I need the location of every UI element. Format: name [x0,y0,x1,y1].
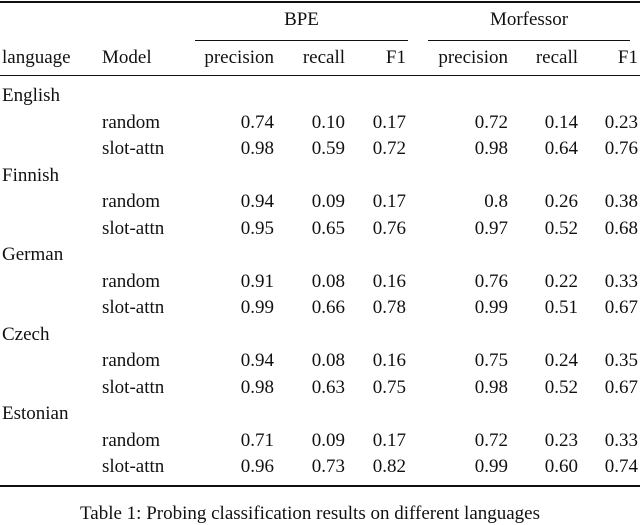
value-cell: 0.75 [372,376,406,398]
value-cell: 0.98 [474,138,508,159]
value-cell: 0.74 [240,111,274,133]
value-cell: 0.63 [311,376,345,398]
value-cell: 0.95 [240,217,274,239]
language-label: Czech [2,323,50,345]
model-cell: random [102,270,161,292]
value-cell: 0.60 [544,456,578,477]
value-cell: 0.24 [544,350,578,371]
model-cell: random [102,191,161,212]
model-cell: random [102,111,161,133]
column-header-precision: precision [204,47,274,68]
value-cell: 0.08 [311,350,345,371]
column-header-recall: recall [535,47,578,68]
value-cell: 0.72 [372,138,406,159]
value-cell: 0.72 [474,429,508,451]
value-cell: 0.52 [544,217,578,239]
language-label: German [2,244,64,265]
value-cell: 0.96 [240,456,274,477]
language-label: English [2,85,61,106]
value-cell: 0.99 [474,456,508,477]
model-cell: slot-attn [102,138,165,159]
group-header-bpe: BPE [284,9,319,30]
value-cell: 0.22 [544,270,578,292]
column-header-model: Model [102,47,152,68]
value-cell: 0.75 [474,350,508,371]
value-cell: 0.10 [311,111,345,133]
column-header-f1: F1 [617,47,638,68]
value-cell: 0.68 [604,217,638,239]
value-cell: 0.98 [240,376,274,398]
value-cell: 0.78 [372,297,406,318]
value-cell: 0.17 [372,429,406,451]
language-label: Estonian [2,403,69,424]
model-cell: slot-attn [102,297,165,318]
value-cell: 0.82 [372,456,406,477]
value-cell: 0.8 [484,191,508,212]
value-cell: 0.26 [544,191,578,212]
bottom-rule [0,485,640,487]
morfessor-cmidrule [428,40,630,41]
model-cell: random [102,350,161,371]
value-cell: 0.17 [372,191,406,212]
value-cell: 0.08 [311,270,345,292]
value-cell: 0.38 [604,191,638,212]
value-cell: 0.99 [474,297,508,318]
language-label: Finnish [2,164,60,186]
value-cell: 0.76 [372,217,406,239]
value-cell: 0.16 [372,350,406,371]
value-cell: 0.98 [240,138,274,159]
value-cell: 0.97 [474,217,508,239]
header-rule [0,75,640,76]
value-cell: 0.66 [311,297,345,318]
value-cell: 0.16 [372,270,406,292]
value-cell: 0.33 [604,429,638,451]
value-cell: 0.23 [544,429,578,451]
value-cell: 0.52 [544,376,578,398]
column-header-language: language [2,47,71,68]
bpe-cmidrule [195,40,408,41]
table-caption: Table 1: Probing classification results … [80,503,541,524]
value-cell: 0.98 [474,376,508,398]
value-cell: 0.65 [311,217,345,239]
value-cell: 0.67 [604,376,638,398]
model-cell: slot-attn [102,456,165,477]
value-cell: 0.35 [604,350,638,371]
value-cell: 0.33 [604,270,638,292]
value-cell: 0.23 [604,111,638,133]
value-cell: 0.14 [544,111,578,133]
value-cell: 0.67 [604,297,638,318]
column-header-recall: recall [302,47,345,68]
value-cell: 0.94 [240,191,274,212]
value-cell: 0.64 [544,138,578,159]
value-cell: 0.17 [372,111,406,133]
value-cell: 0.76 [474,270,508,292]
value-cell: 0.76 [604,138,638,159]
value-cell: 0.71 [240,429,274,451]
top-rule [0,1,640,3]
value-cell: 0.09 [311,429,345,451]
value-cell: 0.09 [311,191,345,212]
model-cell: random [102,429,161,451]
column-header-f1: F1 [385,47,406,68]
value-cell: 0.59 [311,138,345,159]
value-cell: 0.51 [544,297,578,318]
group-header-morfessor: Morfessor [489,9,569,30]
model-cell: slot-attn [102,217,165,239]
model-cell: slot-attn [102,376,165,398]
value-cell: 0.72 [474,111,508,133]
column-header-precision: precision [438,47,508,68]
value-cell: 0.94 [240,350,274,371]
value-cell: 0.74 [604,456,638,477]
value-cell: 0.91 [240,270,274,292]
value-cell: 0.99 [240,297,274,318]
value-cell: 0.73 [311,456,345,477]
